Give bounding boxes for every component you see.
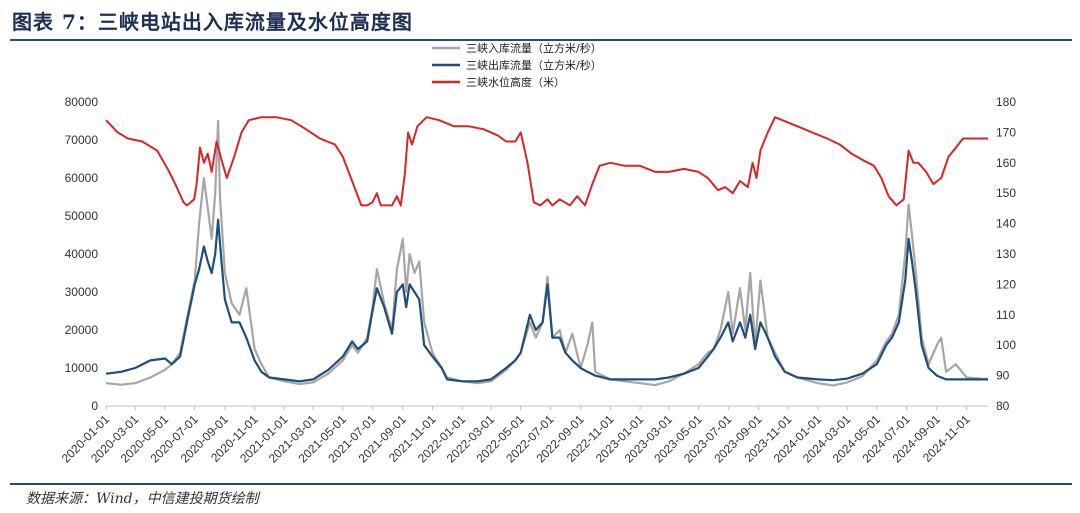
source-note: 数据来源：Wind，中信建投期货绘制	[26, 491, 259, 507]
legend: 三峡入库流量（立方米/秒） 三峡出库流量（立方米/秒） 三峡水位高度（米）	[432, 41, 602, 89]
y-right-tick-label: 100	[996, 338, 1016, 352]
y-right-tick-label: 90	[996, 369, 1010, 383]
y-left-tick-label: 40000	[65, 247, 99, 261]
y-right-tick-label: 140	[996, 217, 1016, 231]
y-left-tick-label: 0	[91, 399, 98, 413]
series-line-1	[105, 218, 988, 383]
legend-label-2: 三峡水位高度（米）	[466, 75, 565, 89]
y-right-tick-label: 160	[996, 156, 1016, 170]
y-right-tick-label: 150	[996, 186, 1016, 200]
chart-title: 图表 7：三峡电站出入库流量及水位高度图	[12, 10, 413, 34]
top-rule	[10, 39, 1072, 41]
y-left-tick-label: 30000	[65, 285, 99, 299]
y-left-tick-label: 50000	[65, 209, 99, 223]
y-left-tick-label: 10000	[65, 361, 99, 375]
series-line-0	[105, 119, 989, 387]
y-left-tick-label: 80000	[65, 95, 99, 109]
legend-label-1: 三峡出库流量（立方米/秒）	[466, 58, 602, 72]
y-left-tick-label: 60000	[65, 171, 99, 185]
y-right-tick-label: 170	[996, 125, 1016, 139]
y-right-tick-label: 110	[996, 308, 1015, 322]
y-right-tick-label: 180	[996, 95, 1016, 109]
y-right-tick-label: 80	[996, 399, 1010, 413]
bottom-rule	[10, 483, 1072, 485]
y-left-tick-label: 70000	[65, 133, 99, 147]
series-lines	[105, 116, 989, 387]
series-line-2	[105, 116, 988, 207]
axes: 0 10000 20000 30000 40000 50000 60000 70000 8000…	[59, 95, 1017, 466]
y-right-tick-label: 120	[996, 277, 1016, 291]
y-right-tick-label: 130	[996, 247, 1016, 261]
legend-label-0: 三峡入库流量（立方米/秒）	[466, 41, 602, 55]
y-left-tick-label: 20000	[65, 323, 99, 337]
